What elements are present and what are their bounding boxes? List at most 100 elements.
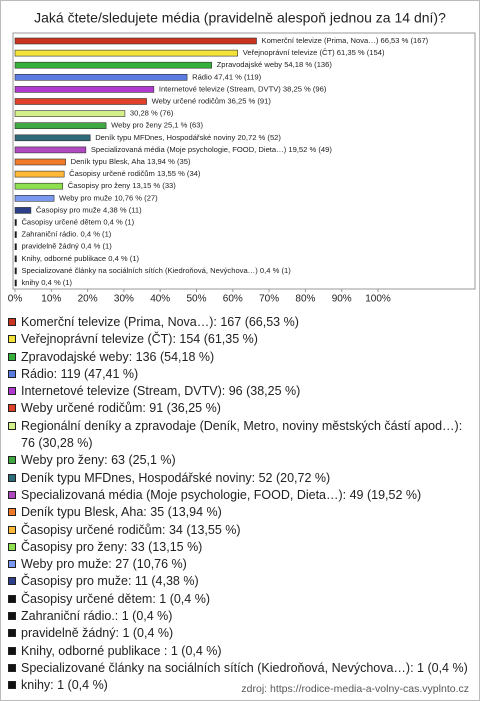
bar: [14, 110, 126, 117]
legend-entry: Weby pro ženy: 63 (25,1 %): [8, 452, 470, 469]
x-tick-label: 100%: [365, 294, 391, 305]
value-label: Weby pro muže 10,76 % (27): [59, 193, 158, 202]
value-label: Specializovaná média (Moje psychologie, …: [91, 145, 332, 154]
value-label: Rádio 47,41 % (119): [192, 72, 262, 81]
x-tick-label: 50%: [186, 294, 206, 305]
legend-label: Regionální deníky a zpravodaje (Deník, M…: [21, 418, 463, 451]
value-label: Specializované články na sociálních sítí…: [21, 266, 291, 275]
value-label: Časopisy pro ženy 13,15 % (33): [68, 181, 177, 190]
bar: [14, 267, 17, 275]
bar: [14, 170, 65, 178]
legend-label: pravidelně žádný: 1 (0,4 %): [21, 626, 174, 641]
legend-entry: Internetové televize (Stream, DVTV): 96 …: [8, 383, 470, 400]
bar: [14, 98, 147, 105]
bar: [14, 37, 257, 45]
value-label: Internetové televize (Stream, DVTV) 38,2…: [159, 84, 327, 93]
value-label: Časopisy pro muže 4,38 % (11): [36, 205, 142, 214]
legend-swatch: [8, 490, 16, 499]
legend-label: Časopisy pro muže: 11 (4,38 %): [21, 574, 199, 589]
legend-label: Rádio: 119 (47,41 %): [21, 366, 139, 381]
x-tick-label: 0%: [8, 294, 23, 305]
legend-swatch: [8, 577, 16, 586]
legend-label: Zpravodajské weby: 136 (54,18 %): [21, 349, 215, 364]
legend-entry: Deník typu Blesk, Aha: 35 (13,94 %): [8, 504, 470, 521]
legend-entry: Časopisy pro ženy: 33 (13,15 %): [8, 539, 470, 556]
value-label: Deník typu Blesk, Aha 13,94 % (35): [71, 157, 191, 166]
value-label: Veřejnoprávní televize (ČT) 61,35 % (154…: [243, 48, 385, 57]
legend-swatch: [8, 663, 16, 672]
value-label: pravidelně žádný 0,4 % (1): [21, 242, 112, 251]
value-label: Časopisy určené rodičům 13,55 % (34): [69, 169, 201, 178]
bar: [14, 195, 55, 202]
bar: [14, 146, 87, 154]
legend-entry: Deník typu MFDnes, Hospodářské noviny: 5…: [8, 470, 470, 487]
legend-entry: Weby pro muže: 27 (10,76 %): [8, 556, 470, 573]
x-tick-label: 80%: [295, 294, 315, 305]
legend-swatch: [8, 421, 16, 430]
x-tick-label: 60%: [223, 294, 243, 305]
legend-label: Knihy, odborné publikace : 1 (0,4 %): [21, 643, 222, 658]
value-label: Časopisy určené dětem 0,4 % (1): [21, 218, 134, 227]
bar: [14, 74, 188, 81]
legend-swatch: [8, 525, 16, 534]
legend-label: Deník typu MFDnes, Hospodářské noviny: 5…: [21, 470, 331, 485]
legend-label: Internetové televize (Stream, DVTV): 96 …: [21, 384, 301, 399]
plot-frame: [12, 32, 476, 290]
legend-swatch: [8, 508, 16, 517]
legend-swatch: [8, 681, 16, 690]
value-label: knihy 0,4 % (1): [21, 278, 72, 287]
bar: [14, 86, 155, 93]
legend-label: Časopisy určené rodičům: 34 (13,55 %): [21, 522, 241, 537]
legend-label: Weby určené rodičům: 91 (36,25 %): [21, 401, 221, 416]
bar: [14, 49, 239, 57]
bar: [14, 279, 17, 287]
legend-swatch: [8, 369, 16, 378]
value-label: Weby určené rodičům 36,25 % (91): [152, 97, 272, 106]
legend-label: Weby pro muže: 27 (10,76 %): [21, 557, 187, 572]
legend-entry: pravidelně žádný: 1 (0,4 %): [8, 625, 470, 642]
legend-swatch: [8, 404, 16, 413]
legend-label: Weby pro ženy: 63 (25,1 %): [21, 453, 176, 468]
legend-swatch: [8, 318, 16, 326]
legend-entry: Regionální deníky a zpravodaje (Deník, M…: [8, 418, 470, 453]
value-label: Zpravodajské weby 54,18 % (136): [217, 60, 333, 69]
legend-entry: Komerční televize (Prima, Nova…): 167 (6…: [8, 314, 470, 331]
x-tick-label: 40%: [150, 294, 170, 305]
x-tick-label: 30%: [114, 294, 134, 305]
legend-swatch: [8, 594, 16, 603]
x-tick-label: 70%: [259, 294, 279, 305]
legend-entry: Rádio: 119 (47,41 %): [8, 366, 470, 383]
legend-swatch: [8, 335, 16, 344]
legend-entry: Veřejnoprávní televize (ČT): 154 (61,35 …: [8, 331, 470, 348]
legend-entry: Časopisy určené rodičům: 34 (13,55 %): [8, 522, 470, 539]
x-tick-label: 90%: [332, 294, 352, 305]
legend-label: Deník typu Blesk, Aha: 35 (13,94 %): [21, 505, 222, 520]
legend-swatch: [8, 387, 16, 396]
legend-label: knihy: 1 (0,4 %): [21, 678, 108, 693]
bar: [14, 122, 107, 129]
value-label: Komerční televize (Prima, Nova…) 66,53 %…: [262, 36, 429, 45]
legend-entry: knihy: 1 (0,4 %): [8, 677, 470, 694]
legend-entry: Časopisy určené dětem: 1 (0,4 %): [8, 591, 470, 608]
legend-swatch: [8, 542, 16, 551]
bar: [14, 207, 32, 214]
legend-entry: Specializovaná média (Moje psychologie, …: [8, 487, 470, 504]
legend-label: Specializovaná média (Moje psychologie, …: [21, 487, 422, 502]
legend-swatch: [8, 456, 16, 465]
legend-entry: Zahraniční rádio.: 1 (0,4 %): [8, 608, 470, 625]
legend-swatch: [8, 612, 16, 621]
value-label: 30,28 % (76): [130, 109, 174, 118]
legend-swatch: [8, 646, 16, 655]
value-label: Weby pro ženy 25,1 % (63): [111, 121, 203, 130]
bar: [14, 243, 17, 250]
value-label: Deník typu MFDnes, Hospodářské noviny 20…: [95, 133, 281, 142]
bar: [14, 219, 17, 226]
legend-entry: Knihy, odborné publikace : 1 (0,4 %): [8, 643, 470, 660]
legend-entry: Časopisy pro muže: 11 (4,38 %): [8, 573, 470, 590]
legend-swatch: [8, 352, 16, 361]
bar: [14, 182, 64, 190]
legend-swatch: [8, 473, 16, 482]
x-tick-label: 20%: [78, 294, 98, 305]
legend-swatch: [8, 560, 16, 569]
